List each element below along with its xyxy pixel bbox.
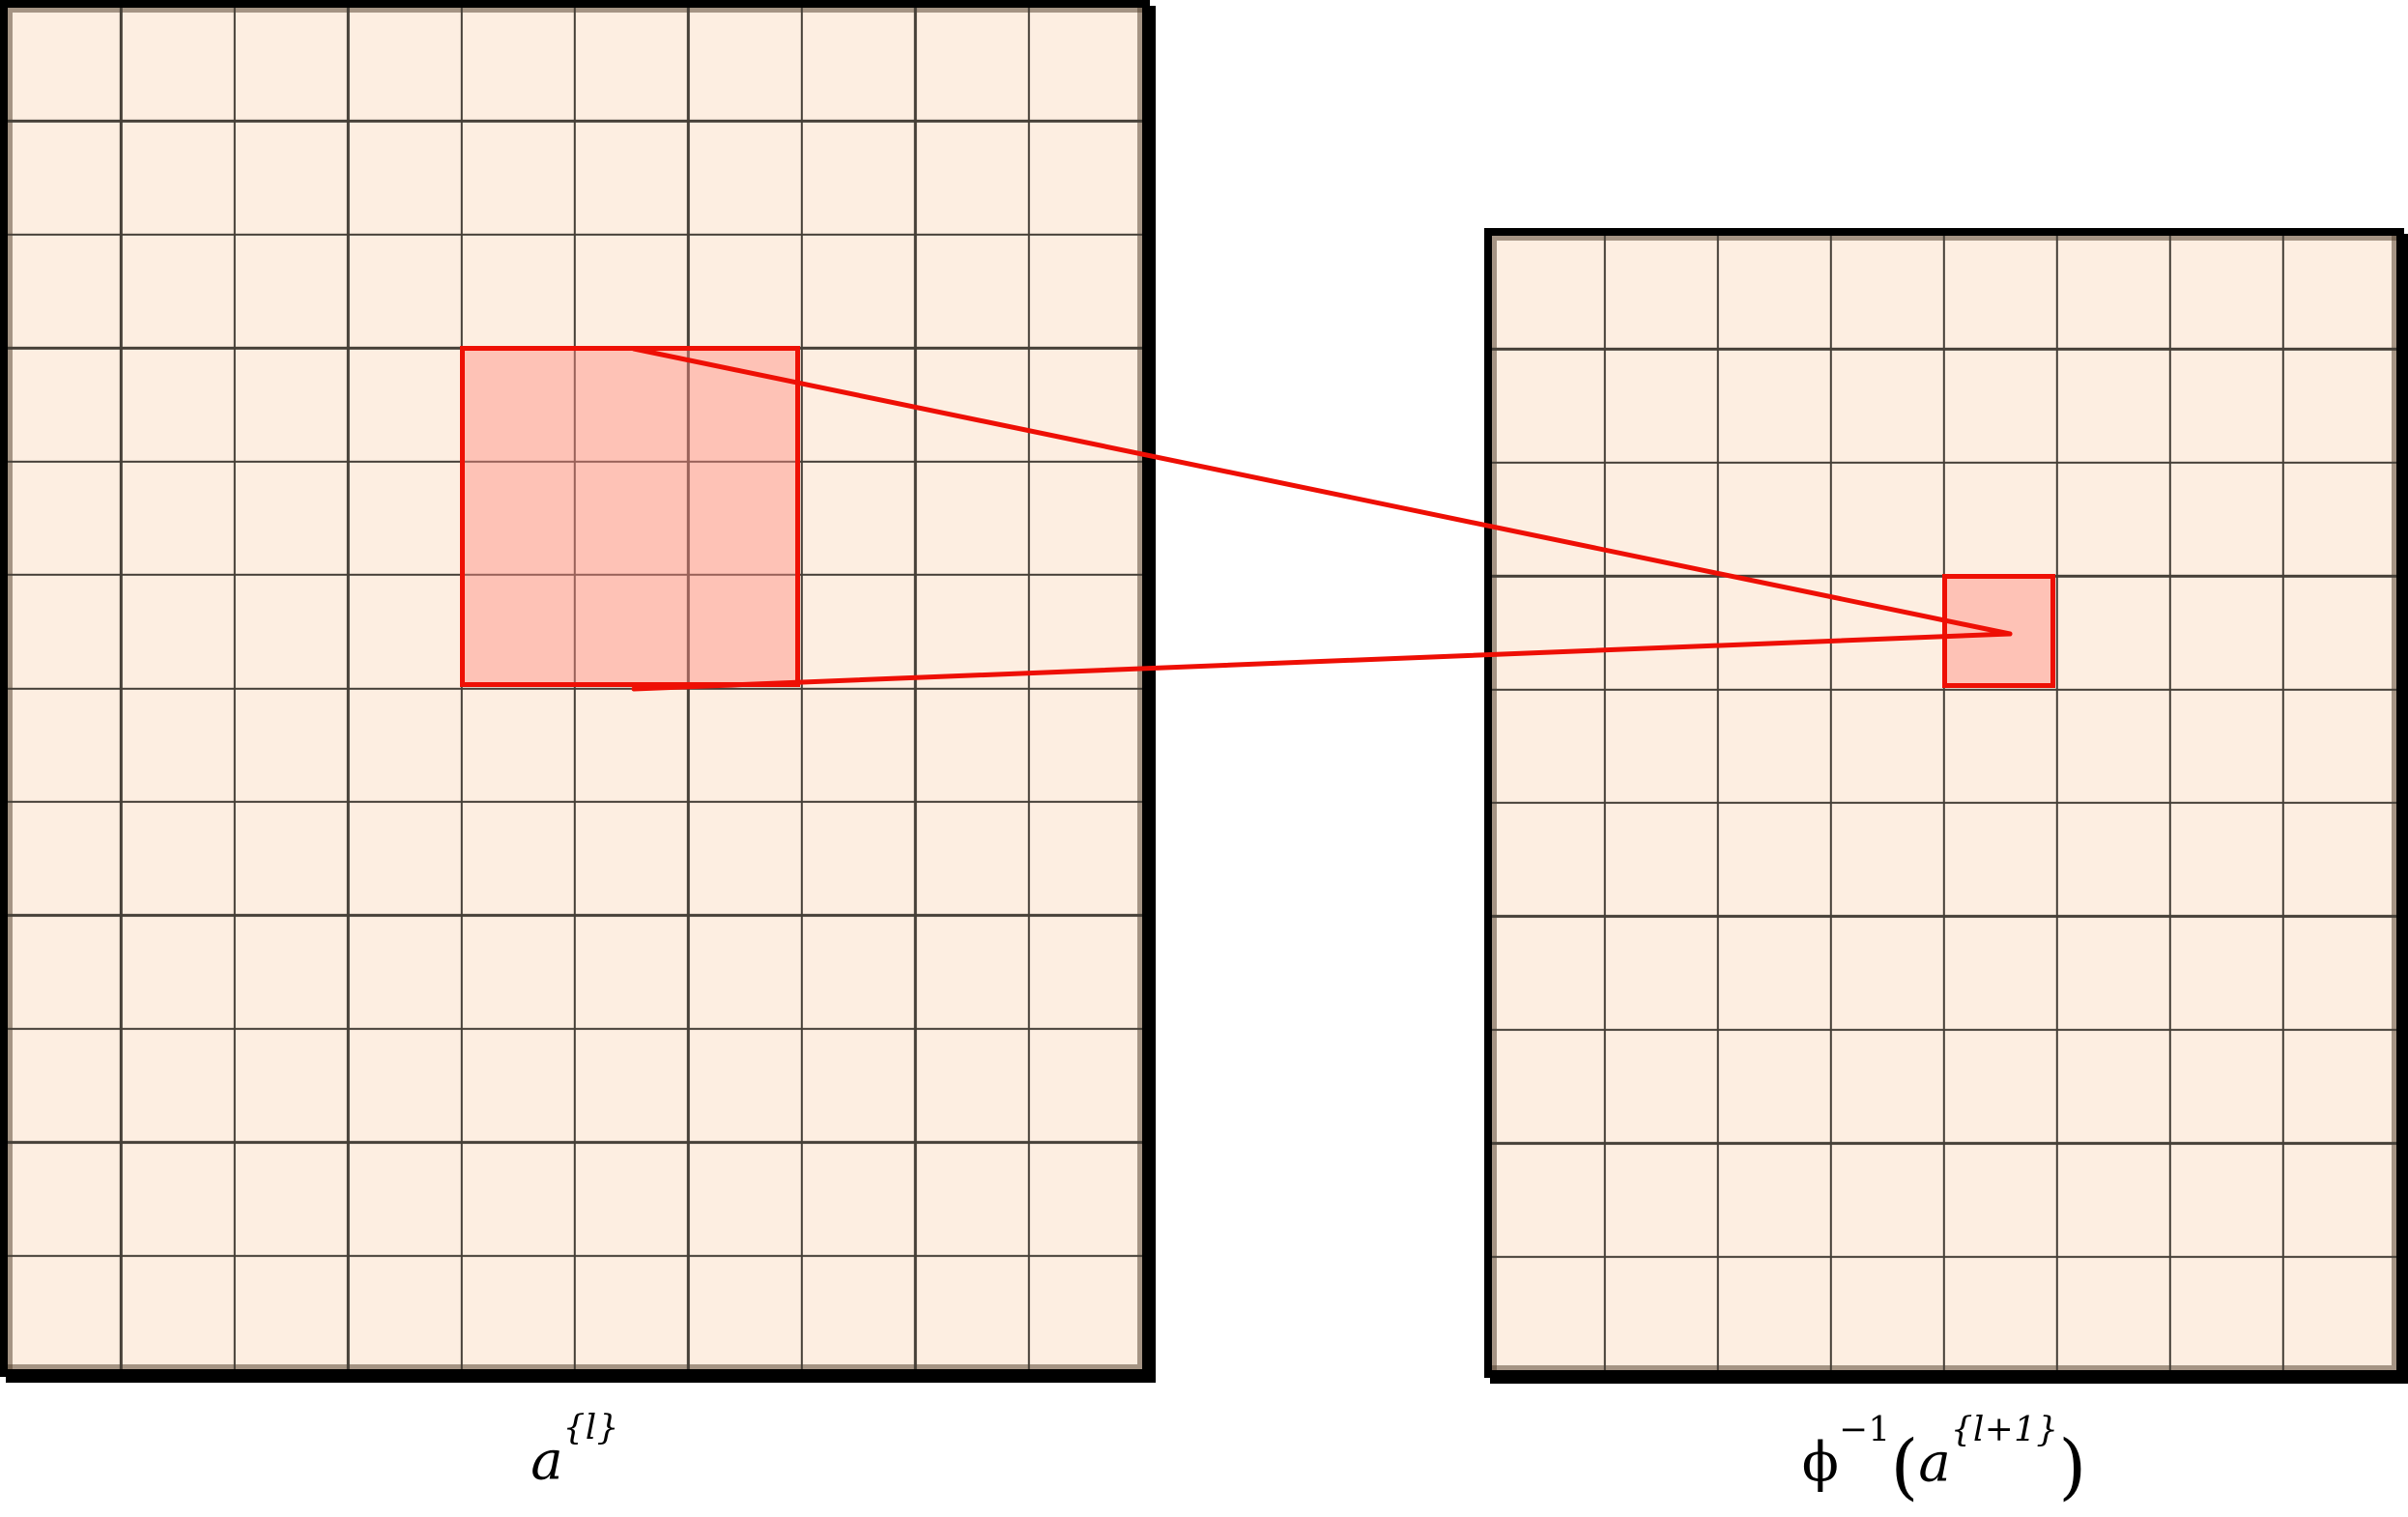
open-paren: ( [1890, 1425, 1919, 1508]
grid-line-horizontal [8, 460, 1142, 463]
grid-line-horizontal [1492, 348, 2396, 351]
left-label-superscript: {l} [562, 1407, 619, 1447]
phi-symbol: ϕ [1801, 1431, 1839, 1495]
upsampled-feature-map-grid [1484, 228, 2404, 1378]
receptive-field-highlight [459, 346, 800, 687]
phi-inverse-exponent: −1 [1838, 1409, 1891, 1449]
right-grid-label: ϕ−1(a{l+1}) [1484, 1412, 2404, 1503]
close-paren: ) [2058, 1425, 2087, 1508]
right-label-base: a [1918, 1431, 1951, 1495]
grid-line-horizontal [1492, 1255, 2396, 1258]
grid-line-horizontal [8, 1027, 1142, 1030]
grid-line-horizontal [8, 1254, 1142, 1257]
grid-line-horizontal [1492, 801, 2396, 805]
grid-line-horizontal [1492, 688, 2396, 691]
grid-line-horizontal [1492, 1141, 2396, 1145]
grid-line-horizontal [8, 1140, 1142, 1144]
right-label-superscript: {l+1} [1950, 1409, 2059, 1449]
grid-line-horizontal [8, 233, 1142, 237]
grid-line-horizontal [8, 687, 1142, 690]
grid-line-horizontal [8, 800, 1142, 804]
grid-line-horizontal [8, 914, 1142, 917]
left-label-base: a [530, 1429, 563, 1493]
grid-line-horizontal [8, 573, 1142, 577]
grid-line-horizontal [1492, 1028, 2396, 1031]
left-grid-label: a{l} [0, 1410, 1150, 1489]
mapped-cell-highlight [1942, 574, 2055, 688]
grid-line-horizontal [1492, 915, 2396, 918]
grid-line-horizontal [8, 120, 1142, 123]
input-feature-map-grid [0, 0, 1150, 1377]
grid-line-horizontal [1492, 461, 2396, 464]
